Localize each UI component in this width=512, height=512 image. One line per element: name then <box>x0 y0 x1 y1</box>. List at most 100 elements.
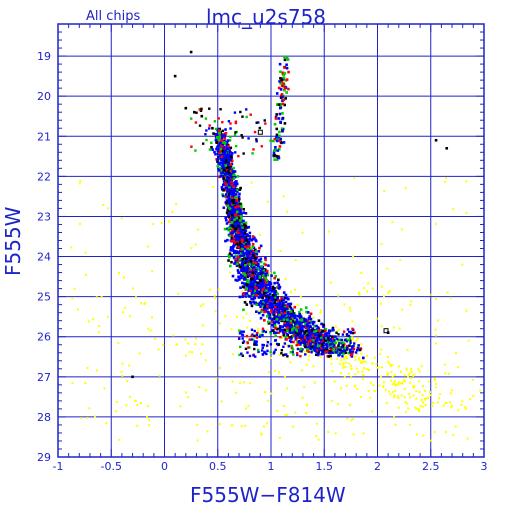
data-point <box>228 212 232 215</box>
data-point <box>445 146 449 150</box>
data-point <box>366 290 369 293</box>
data-point <box>132 287 135 290</box>
data-point <box>342 330 346 333</box>
data-point <box>243 247 247 250</box>
data-point <box>245 242 248 246</box>
data-point <box>349 353 353 357</box>
data-point <box>321 346 325 350</box>
data-point <box>337 328 340 331</box>
data-point <box>345 340 348 343</box>
data-point <box>266 349 269 353</box>
data-point <box>400 394 403 397</box>
data-point <box>259 293 263 297</box>
data-point <box>235 315 238 318</box>
data-point <box>227 215 230 219</box>
data-point <box>393 394 396 397</box>
data-point <box>232 166 235 170</box>
data-point <box>274 342 277 345</box>
data-point <box>258 295 262 299</box>
data-point <box>213 150 216 154</box>
data-point <box>219 149 222 152</box>
data-point <box>335 331 338 334</box>
data-point <box>214 296 217 299</box>
data-point <box>222 146 225 149</box>
data-point <box>240 222 244 226</box>
data-point <box>283 353 286 356</box>
data-point <box>307 317 311 320</box>
data-point <box>154 337 157 340</box>
data-point <box>316 326 320 329</box>
data-point <box>276 308 279 312</box>
data-point <box>286 355 289 358</box>
data-point <box>261 333 264 337</box>
data-point <box>269 272 272 275</box>
data-point <box>246 242 250 245</box>
data-point <box>217 169 221 172</box>
data-point <box>230 196 234 199</box>
data-point <box>253 341 257 344</box>
data-point <box>261 279 264 283</box>
data-point <box>95 369 98 372</box>
data-point <box>239 248 243 251</box>
data-point <box>231 205 235 209</box>
data-point <box>345 333 349 336</box>
data-point <box>329 337 333 341</box>
data-point <box>355 367 358 370</box>
data-point <box>307 330 310 333</box>
data-point <box>275 158 279 162</box>
data-point <box>283 58 287 62</box>
data-point <box>241 274 244 278</box>
data-point <box>278 315 282 319</box>
data-point <box>257 311 261 315</box>
data-point <box>280 80 284 83</box>
data-point <box>251 235 255 238</box>
data-point <box>107 315 110 318</box>
data-point <box>303 350 306 353</box>
data-point <box>308 334 311 338</box>
data-point <box>277 331 280 335</box>
data-point <box>198 108 201 111</box>
grid <box>57 24 485 458</box>
data-point <box>230 328 233 331</box>
data-point <box>279 77 282 80</box>
data-point <box>391 391 394 394</box>
data-point <box>252 292 256 295</box>
data-point <box>340 359 343 362</box>
data-point <box>240 134 243 137</box>
data-point <box>224 186 227 190</box>
data-point <box>237 245 240 249</box>
data-point <box>184 354 187 357</box>
data-point <box>362 360 365 363</box>
data-point <box>294 320 297 323</box>
data-point <box>235 182 239 186</box>
data-point <box>276 297 279 301</box>
data-point <box>299 343 302 346</box>
data-point <box>236 260 239 264</box>
data-point <box>227 226 231 230</box>
data-point <box>282 354 285 357</box>
data-point <box>221 151 225 154</box>
data-point <box>228 185 231 189</box>
data-point <box>349 309 352 312</box>
data-point <box>200 114 204 118</box>
data-point <box>391 376 394 379</box>
data-point <box>331 337 335 340</box>
data-point <box>303 386 306 389</box>
data-point <box>405 402 408 405</box>
data-point <box>237 276 241 279</box>
data-point <box>224 158 228 162</box>
data-point <box>215 377 218 380</box>
data-point <box>265 286 268 290</box>
data-point <box>347 339 351 342</box>
data-point <box>340 349 343 353</box>
data-point <box>88 407 91 410</box>
data-point <box>221 174 225 178</box>
data-point <box>243 274 247 277</box>
data-point <box>304 353 307 356</box>
data-point <box>253 285 257 289</box>
y-tick-label: 28 <box>37 411 51 424</box>
data-point <box>249 382 252 385</box>
data-point <box>213 120 217 123</box>
data-point <box>308 354 311 357</box>
data-point <box>256 264 260 268</box>
